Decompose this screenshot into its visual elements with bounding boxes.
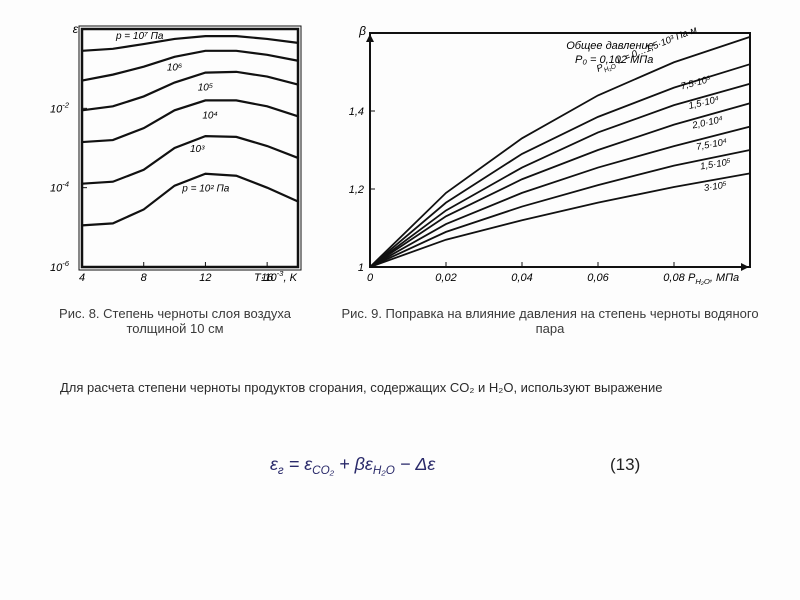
svg-text:PH₂O, МПа: PH₂O, МПа <box>688 272 739 286</box>
svg-text:1,5·10⁴: 1,5·10⁴ <box>687 94 720 112</box>
left-chart-svg: 481216T·10-3, K10-610-410-2εp = 10⁷ Па10… <box>40 15 310 295</box>
svg-text:p = 10² Па: p = 10² Па <box>181 184 229 195</box>
svg-text:3·10⁵: 3·10⁵ <box>703 180 727 194</box>
svg-text:1: 1 <box>358 262 364 274</box>
right-chart: Общее давлениеP₀ = 0,102 МПа00,020,040,0… <box>330 15 770 336</box>
svg-text:0: 0 <box>367 272 374 284</box>
svg-text:10-6: 10-6 <box>50 259 70 274</box>
right-chart-svg: Общее давлениеP₀ = 0,102 МПа00,020,040,0… <box>330 15 770 295</box>
svg-text:p = 10⁷ Па: p = 10⁷ Па <box>115 31 164 42</box>
svg-text:0,06: 0,06 <box>587 272 609 284</box>
left-chart: 481216T·10-3, K10-610-410-2εp = 10⁷ Па10… <box>40 15 310 336</box>
svg-text:0,08: 0,08 <box>663 272 685 284</box>
svg-text:T·10-3, K: T·10-3, K <box>254 269 298 284</box>
svg-text:10³: 10³ <box>190 144 205 155</box>
paragraph: Для расчета степени черноты продуктов сг… <box>60 380 740 395</box>
equation-svg: εг = εCO₂ + βεH₂O − Δε (13) <box>0 440 800 490</box>
svg-text:10-4: 10-4 <box>50 180 69 195</box>
svg-text:10⁶: 10⁶ <box>167 63 182 74</box>
right-caption: Рис. 9. Поправка на влияние давления на … <box>340 306 760 336</box>
svg-text:0,02: 0,02 <box>435 272 456 284</box>
svg-text:εг = εCO₂ + βεH₂O − Δε: εг = εCO₂ + βεH₂O − Δε <box>270 454 436 477</box>
page: { "colors": { "bg":"#fdfdfd", "ink":"#11… <box>0 0 800 600</box>
svg-text:8: 8 <box>141 272 148 284</box>
equation-row: εг = εCO₂ + βεH₂O − Δε (13) <box>0 440 800 495</box>
svg-text:10⁵: 10⁵ <box>198 82 213 93</box>
svg-text:4: 4 <box>79 272 85 284</box>
svg-text:1,4: 1,4 <box>349 106 364 118</box>
svg-text:2,0·10⁴: 2,0·10⁴ <box>690 114 724 131</box>
svg-text:7,5·10³: 7,5·10³ <box>680 74 713 93</box>
svg-text:10⁴: 10⁴ <box>202 110 217 121</box>
svg-text:10-2: 10-2 <box>50 100 70 115</box>
svg-text:ε: ε <box>73 22 79 36</box>
left-caption: Рис. 8. Степень черноты слоя воздуха тол… <box>50 306 300 336</box>
svg-text:0,04: 0,04 <box>511 272 532 284</box>
svg-text:(13): (13) <box>610 455 640 474</box>
svg-text:12: 12 <box>199 272 211 284</box>
svg-text:β: β <box>358 24 366 38</box>
svg-text:1,2: 1,2 <box>349 184 364 196</box>
